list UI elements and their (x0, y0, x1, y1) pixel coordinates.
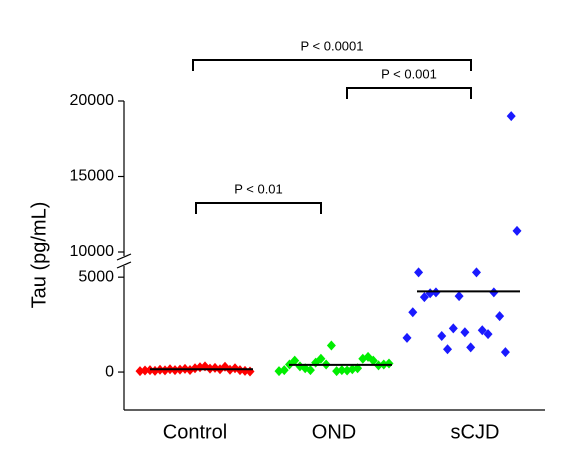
axis-break (116, 253, 132, 269)
data-point (326, 340, 336, 351)
p-value: P < 0.0001 (300, 38, 363, 53)
data-point (316, 353, 326, 364)
data-point (368, 355, 378, 366)
data-point (419, 292, 429, 303)
p-value: P < 0.001 (381, 66, 437, 81)
x-tick-label: OND (312, 421, 356, 443)
data-point (305, 365, 315, 376)
y-tick-label: 10000 (70, 243, 115, 260)
data-point (495, 311, 505, 322)
significance-bracket (346, 87, 472, 99)
significance-bracket (195, 202, 322, 214)
data-point (337, 365, 347, 376)
data-point (500, 347, 510, 358)
data-point (471, 267, 481, 278)
significance-bracket (192, 59, 472, 71)
y-axis-label: Tau (pg/mL) (28, 202, 50, 309)
data-point (384, 358, 394, 369)
data-point (279, 365, 289, 376)
data-point (290, 355, 300, 366)
data-point (443, 344, 453, 355)
data-point (402, 332, 412, 343)
data-point (483, 329, 493, 340)
data-point (466, 342, 476, 353)
data-point (448, 323, 458, 334)
x-tick-label: Control (163, 421, 227, 443)
p-value: P < 0.01 (234, 181, 283, 196)
y-tick-label: 20000 (70, 92, 115, 109)
data-point (460, 327, 470, 338)
data-point (454, 291, 464, 302)
y-tick-label: 5000 (78, 268, 114, 285)
data-point (414, 267, 424, 278)
y-tick-label: 15000 (70, 168, 115, 185)
data-point (477, 325, 487, 336)
x-tick-label: sCJD (451, 421, 500, 443)
y-tick-label: 0 (105, 363, 114, 380)
data-point (512, 225, 522, 236)
data-point (437, 331, 447, 341)
data-point (140, 365, 150, 376)
data-point (506, 111, 516, 122)
data-point (408, 307, 418, 318)
